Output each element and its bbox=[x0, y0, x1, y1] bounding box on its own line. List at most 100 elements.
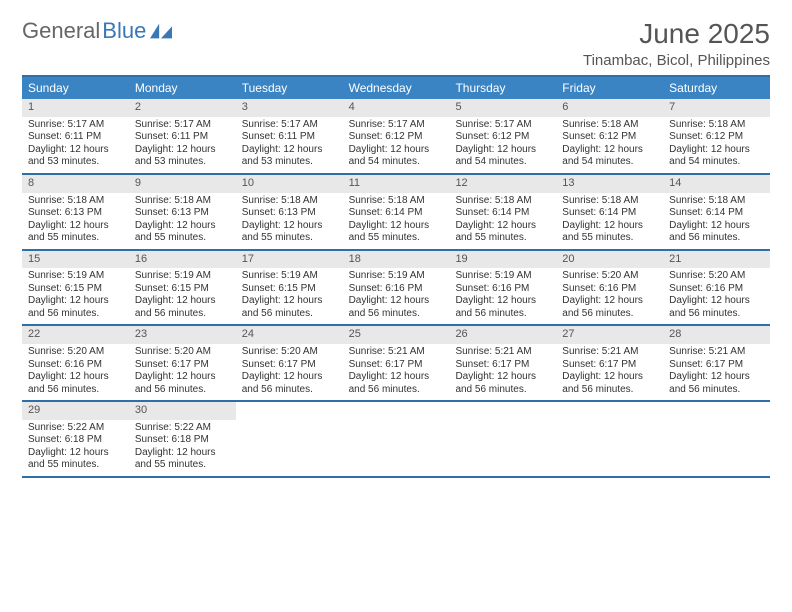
daylight-line: Daylight: 12 hours and 55 minutes. bbox=[28, 220, 123, 245]
sunset-line: Sunset: 6:15 PM bbox=[242, 283, 337, 296]
calendar: SundayMondayTuesdayWednesdayThursdayFrid… bbox=[22, 75, 770, 478]
sunset-line: Sunset: 6:14 PM bbox=[455, 207, 550, 220]
day-30: 30Sunrise: 5:22 AMSunset: 6:18 PMDayligh… bbox=[129, 402, 236, 476]
dow-sunday: Sunday bbox=[22, 77, 129, 99]
sunrise-line: Sunrise: 5:17 AM bbox=[242, 119, 337, 132]
daylight-line: Daylight: 12 hours and 56 minutes. bbox=[455, 295, 550, 320]
day-number: 29 bbox=[22, 402, 129, 420]
day-15: 15Sunrise: 5:19 AMSunset: 6:15 PMDayligh… bbox=[22, 251, 129, 325]
dow-friday: Friday bbox=[556, 77, 663, 99]
sunrise-line: Sunrise: 5:18 AM bbox=[349, 195, 444, 208]
day-number: 11 bbox=[343, 175, 450, 193]
day-body: Sunrise: 5:20 AMSunset: 6:17 PMDaylight:… bbox=[129, 344, 236, 396]
daylight-line: Daylight: 12 hours and 56 minutes. bbox=[455, 371, 550, 396]
dow-thursday: Thursday bbox=[449, 77, 556, 99]
logo-sail-icon bbox=[150, 23, 172, 39]
day-5: 5Sunrise: 5:17 AMSunset: 6:12 PMDaylight… bbox=[449, 99, 556, 173]
day-body: Sunrise: 5:20 AMSunset: 6:16 PMDaylight:… bbox=[22, 344, 129, 396]
day-number: 26 bbox=[449, 326, 556, 344]
daylight-line: Daylight: 12 hours and 56 minutes. bbox=[28, 371, 123, 396]
day-1: 1Sunrise: 5:17 AMSunset: 6:11 PMDaylight… bbox=[22, 99, 129, 173]
day-25: 25Sunrise: 5:21 AMSunset: 6:17 PMDayligh… bbox=[343, 326, 450, 400]
day-13: 13Sunrise: 5:18 AMSunset: 6:14 PMDayligh… bbox=[556, 175, 663, 249]
week-row: 1Sunrise: 5:17 AMSunset: 6:11 PMDaylight… bbox=[22, 99, 770, 175]
sunrise-line: Sunrise: 5:18 AM bbox=[669, 195, 764, 208]
sunset-line: Sunset: 6:15 PM bbox=[28, 283, 123, 296]
sunrise-line: Sunrise: 5:20 AM bbox=[669, 270, 764, 283]
sunrise-line: Sunrise: 5:20 AM bbox=[135, 346, 230, 359]
daylight-line: Daylight: 12 hours and 56 minutes. bbox=[349, 295, 444, 320]
sunrise-line: Sunrise: 5:20 AM bbox=[242, 346, 337, 359]
location: Tinambac, Bicol, Philippines bbox=[583, 52, 770, 69]
day-number: 25 bbox=[343, 326, 450, 344]
week-row: 22Sunrise: 5:20 AMSunset: 6:16 PMDayligh… bbox=[22, 326, 770, 402]
day-number: 16 bbox=[129, 251, 236, 269]
daylight-line: Daylight: 12 hours and 55 minutes. bbox=[135, 447, 230, 472]
day-number: 4 bbox=[343, 99, 450, 117]
sunrise-line: Sunrise: 5:20 AM bbox=[562, 270, 657, 283]
day-number: 1 bbox=[22, 99, 129, 117]
dow-tuesday: Tuesday bbox=[236, 77, 343, 99]
brand-part1: General bbox=[22, 18, 100, 44]
day-body: Sunrise: 5:17 AMSunset: 6:12 PMDaylight:… bbox=[449, 117, 556, 169]
day-number: 7 bbox=[663, 99, 770, 117]
day-body: Sunrise: 5:19 AMSunset: 6:16 PMDaylight:… bbox=[449, 268, 556, 320]
day-body: Sunrise: 5:21 AMSunset: 6:17 PMDaylight:… bbox=[449, 344, 556, 396]
day-9: 9Sunrise: 5:18 AMSunset: 6:13 PMDaylight… bbox=[129, 175, 236, 249]
day-number: 24 bbox=[236, 326, 343, 344]
day-body: Sunrise: 5:18 AMSunset: 6:13 PMDaylight:… bbox=[129, 193, 236, 245]
sunset-line: Sunset: 6:17 PM bbox=[242, 359, 337, 372]
day-27: 27Sunrise: 5:21 AMSunset: 6:17 PMDayligh… bbox=[556, 326, 663, 400]
day-19: 19Sunrise: 5:19 AMSunset: 6:16 PMDayligh… bbox=[449, 251, 556, 325]
daylight-line: Daylight: 12 hours and 54 minutes. bbox=[562, 144, 657, 169]
sunset-line: Sunset: 6:16 PM bbox=[669, 283, 764, 296]
sunrise-line: Sunrise: 5:21 AM bbox=[562, 346, 657, 359]
sunset-line: Sunset: 6:15 PM bbox=[135, 283, 230, 296]
day-7: 7Sunrise: 5:18 AMSunset: 6:12 PMDaylight… bbox=[663, 99, 770, 173]
day-body: Sunrise: 5:18 AMSunset: 6:13 PMDaylight:… bbox=[236, 193, 343, 245]
sunrise-line: Sunrise: 5:17 AM bbox=[135, 119, 230, 132]
sunrise-line: Sunrise: 5:21 AM bbox=[455, 346, 550, 359]
day-number: 20 bbox=[556, 251, 663, 269]
daylight-line: Daylight: 12 hours and 54 minutes. bbox=[669, 144, 764, 169]
day-number: 10 bbox=[236, 175, 343, 193]
sunrise-line: Sunrise: 5:21 AM bbox=[349, 346, 444, 359]
sunrise-line: Sunrise: 5:18 AM bbox=[28, 195, 123, 208]
day-number: 21 bbox=[663, 251, 770, 269]
daylight-line: Daylight: 12 hours and 55 minutes. bbox=[349, 220, 444, 245]
daylight-line: Daylight: 12 hours and 56 minutes. bbox=[135, 295, 230, 320]
sunrise-line: Sunrise: 5:22 AM bbox=[135, 422, 230, 435]
day-body: Sunrise: 5:18 AMSunset: 6:14 PMDaylight:… bbox=[663, 193, 770, 245]
daylight-line: Daylight: 12 hours and 56 minutes. bbox=[242, 371, 337, 396]
day-body: Sunrise: 5:20 AMSunset: 6:17 PMDaylight:… bbox=[236, 344, 343, 396]
sunset-line: Sunset: 6:12 PM bbox=[562, 131, 657, 144]
daylight-line: Daylight: 12 hours and 54 minutes. bbox=[349, 144, 444, 169]
day-body: Sunrise: 5:19 AMSunset: 6:15 PMDaylight:… bbox=[22, 268, 129, 320]
day-empty: .. bbox=[236, 402, 343, 476]
day-body: Sunrise: 5:19 AMSunset: 6:15 PMDaylight:… bbox=[129, 268, 236, 320]
sunset-line: Sunset: 6:17 PM bbox=[562, 359, 657, 372]
day-empty: .. bbox=[343, 402, 450, 476]
sunrise-line: Sunrise: 5:18 AM bbox=[455, 195, 550, 208]
daylight-line: Daylight: 12 hours and 56 minutes. bbox=[562, 295, 657, 320]
title-block: June 2025 Tinambac, Bicol, Philippines bbox=[583, 18, 770, 69]
sunrise-line: Sunrise: 5:18 AM bbox=[669, 119, 764, 132]
brand-part2: Blue bbox=[102, 18, 146, 44]
daylight-line: Daylight: 12 hours and 55 minutes. bbox=[562, 220, 657, 245]
day-body: Sunrise: 5:21 AMSunset: 6:17 PMDaylight:… bbox=[343, 344, 450, 396]
day-6: 6Sunrise: 5:18 AMSunset: 6:12 PMDaylight… bbox=[556, 99, 663, 173]
day-18: 18Sunrise: 5:19 AMSunset: 6:16 PMDayligh… bbox=[343, 251, 450, 325]
day-body: Sunrise: 5:18 AMSunset: 6:14 PMDaylight:… bbox=[343, 193, 450, 245]
day-23: 23Sunrise: 5:20 AMSunset: 6:17 PMDayligh… bbox=[129, 326, 236, 400]
sunset-line: Sunset: 6:11 PM bbox=[135, 131, 230, 144]
daylight-line: Daylight: 12 hours and 55 minutes. bbox=[242, 220, 337, 245]
day-14: 14Sunrise: 5:18 AMSunset: 6:14 PMDayligh… bbox=[663, 175, 770, 249]
day-body: Sunrise: 5:17 AMSunset: 6:11 PMDaylight:… bbox=[236, 117, 343, 169]
day-body: Sunrise: 5:19 AMSunset: 6:15 PMDaylight:… bbox=[236, 268, 343, 320]
sunset-line: Sunset: 6:17 PM bbox=[455, 359, 550, 372]
sunset-line: Sunset: 6:13 PM bbox=[242, 207, 337, 220]
daylight-line: Daylight: 12 hours and 54 minutes. bbox=[455, 144, 550, 169]
day-10: 10Sunrise: 5:18 AMSunset: 6:13 PMDayligh… bbox=[236, 175, 343, 249]
sunset-line: Sunset: 6:11 PM bbox=[28, 131, 123, 144]
day-number: 18 bbox=[343, 251, 450, 269]
